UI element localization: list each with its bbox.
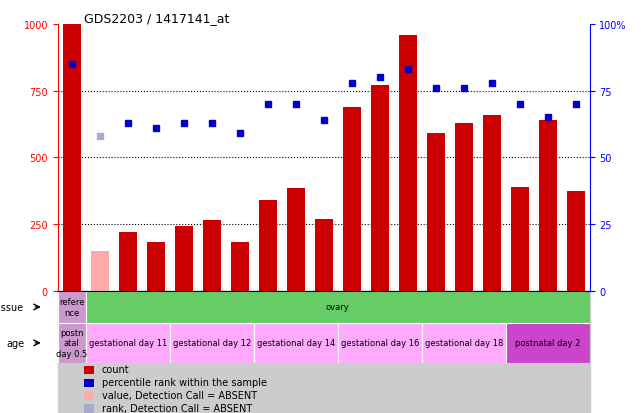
Bar [422,292,450,413]
Bar [170,323,254,363]
Bar [454,123,473,292]
Bar [254,323,338,363]
Bar [534,292,562,413]
Bar [287,189,305,292]
Bar [231,242,249,292]
Bar [342,107,361,292]
Bar [58,292,86,323]
Bar [478,292,506,413]
Bar [506,292,534,413]
Bar [427,134,445,292]
Text: percentile rank within the sample: percentile rank within the sample [102,377,267,387]
Bar [63,25,81,292]
Bar [506,323,590,363]
Text: ovary: ovary [326,303,349,312]
Bar [366,292,394,413]
Bar [315,219,333,292]
Bar [310,292,338,413]
Bar [85,379,94,387]
Text: gestational day 14: gestational day 14 [256,339,335,347]
Text: age: age [6,338,24,348]
Bar [394,292,422,413]
Bar [483,115,501,292]
Bar [86,292,113,413]
Bar [399,36,417,292]
Bar [85,392,94,400]
Text: gestational day 12: gestational day 12 [172,339,251,347]
Text: gestational day 18: gestational day 18 [424,339,503,347]
Bar [90,252,109,292]
Text: postnatal day 2: postnatal day 2 [515,339,580,347]
Text: postn
atal
day 0.5: postn atal day 0.5 [56,328,87,358]
Text: value, Detection Call = ABSENT: value, Detection Call = ABSENT [102,390,257,400]
Bar [174,226,193,292]
Bar [113,292,142,413]
Text: gestational day 11: gestational day 11 [88,339,167,347]
Bar [450,292,478,413]
Bar [58,292,86,413]
Bar [85,366,94,374]
Bar [562,292,590,413]
Bar [422,323,506,363]
Text: tissue: tissue [0,302,24,312]
Bar [226,292,254,413]
Bar [119,233,137,292]
Bar [511,188,529,292]
Text: GDS2203 / 1417141_at: GDS2203 / 1417141_at [85,12,229,25]
Bar [254,292,281,413]
Bar [147,242,165,292]
Bar [170,292,197,413]
Text: count: count [102,365,129,375]
Bar [258,201,277,292]
Bar [85,404,94,413]
Bar [370,86,389,292]
Bar [281,292,310,413]
Bar [142,292,170,413]
Bar [338,292,366,413]
Bar [538,121,557,292]
Bar [338,323,422,363]
Bar [58,323,86,363]
Bar [86,323,170,363]
Text: gestational day 16: gestational day 16 [340,339,419,347]
Text: refere
nce: refere nce [59,297,85,317]
Bar [197,292,226,413]
Text: rank, Detection Call = ABSENT: rank, Detection Call = ABSENT [102,403,252,413]
Bar [567,191,585,292]
Bar [203,221,221,292]
